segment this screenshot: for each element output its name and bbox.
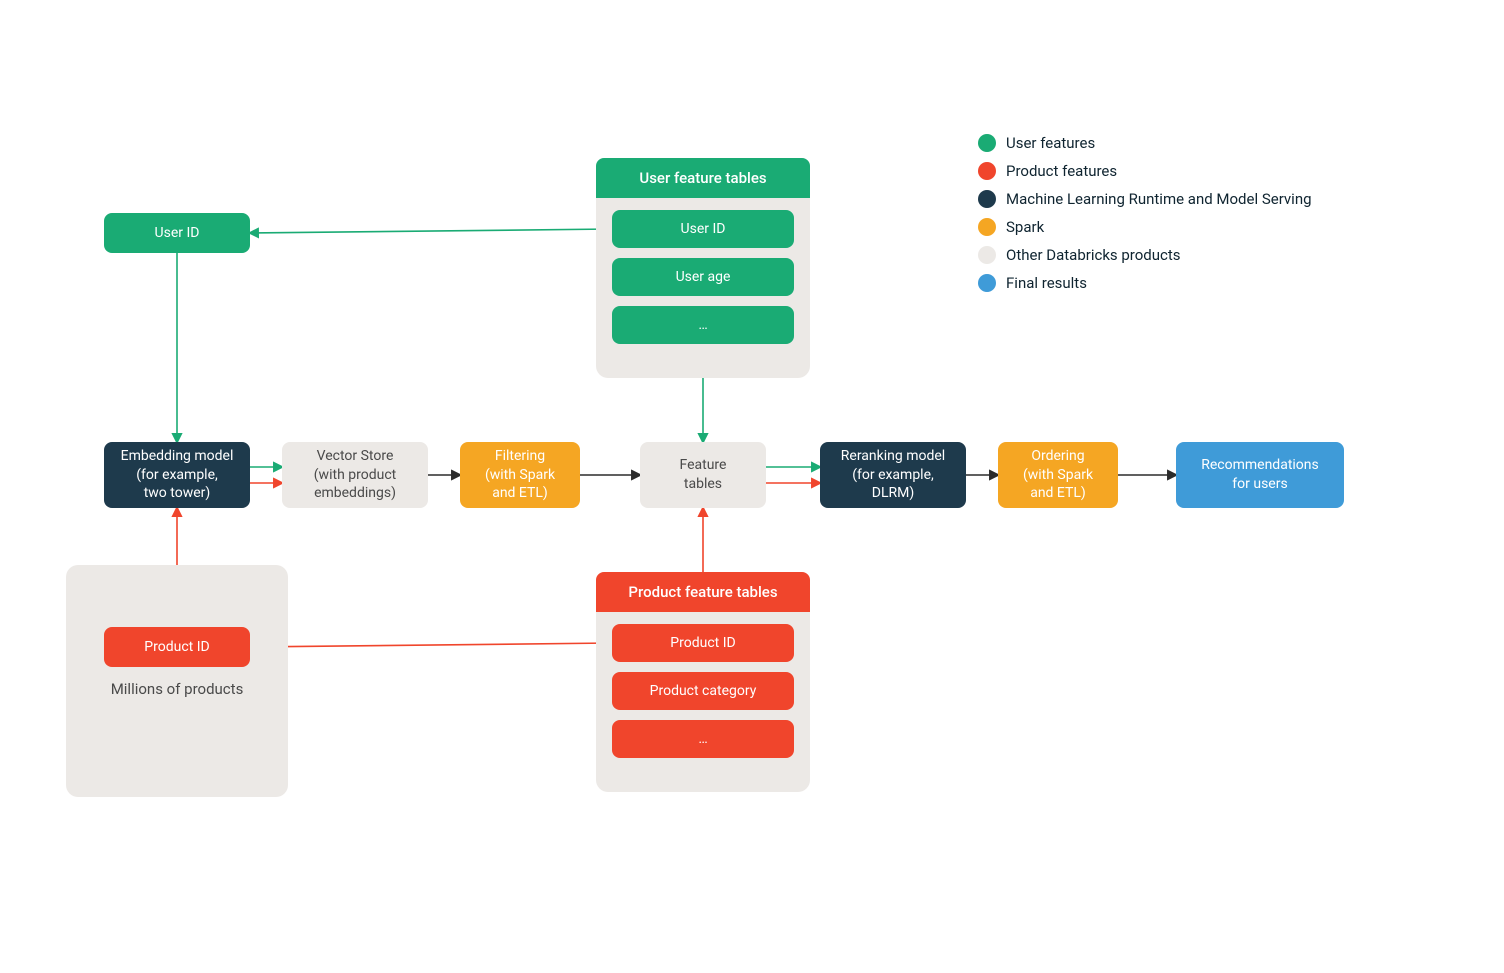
product-feature-tables-title: Product feature tables: [596, 572, 810, 612]
legend: User features Product features Machine L…: [978, 134, 1312, 302]
node-feature-tables: Feature tables: [640, 442, 766, 508]
node-pf-category: Product category: [612, 672, 794, 710]
diagram-canvas: Millions of products User feature tables…: [0, 0, 1504, 973]
legend-item-user-features: User features: [978, 134, 1312, 152]
legend-dot-icon: [978, 190, 996, 208]
node-user-id: User ID: [104, 213, 250, 253]
legend-dot-icon: [978, 246, 996, 264]
legend-label: Other Databricks products: [1006, 246, 1181, 264]
legend-label: Product features: [1006, 162, 1117, 180]
legend-dot-icon: [978, 162, 996, 180]
node-pf-product-id: Product ID: [612, 624, 794, 662]
node-embedding-model: Embedding model (for example, two tower): [104, 442, 250, 508]
legend-item-other-databricks: Other Databricks products: [978, 246, 1312, 264]
node-pf-more: …: [612, 720, 794, 758]
legend-label: User features: [1006, 134, 1095, 152]
legend-label: Machine Learning Runtime and Model Servi…: [1006, 190, 1312, 208]
legend-dot-icon: [978, 218, 996, 236]
node-product-id: Product ID: [104, 627, 250, 667]
legend-item-spark: Spark: [978, 218, 1312, 236]
node-vector-store: Vector Store (with product embeddings): [282, 442, 428, 508]
user-feature-tables-title: User feature tables: [596, 158, 810, 198]
node-filtering: Filtering (with Spark and ETL): [460, 442, 580, 508]
node-recommendations: Recommendations for users: [1176, 442, 1344, 508]
legend-item-final-results: Final results: [978, 274, 1312, 292]
legend-label: Spark: [1006, 218, 1044, 236]
node-uf-user-age: User age: [612, 258, 794, 296]
node-uf-user-id: User ID: [612, 210, 794, 248]
products-caption: Millions of products: [84, 680, 270, 698]
legend-dot-icon: [978, 274, 996, 292]
node-ordering: Ordering (with Spark and ETL): [998, 442, 1118, 508]
legend-dot-icon: [978, 134, 996, 152]
legend-item-product-features: Product features: [978, 162, 1312, 180]
legend-item-ml-runtime: Machine Learning Runtime and Model Servi…: [978, 190, 1312, 208]
node-uf-more: …: [612, 306, 794, 344]
legend-label: Final results: [1006, 274, 1087, 292]
node-reranking-model: Reranking model (for example, DLRM): [820, 442, 966, 508]
